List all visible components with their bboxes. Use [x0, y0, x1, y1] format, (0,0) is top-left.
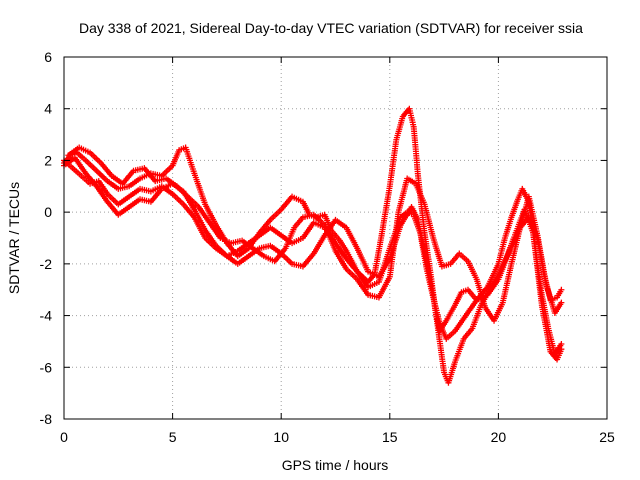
x-tick-label: 25 [599, 429, 615, 445]
y-tick-label: 2 [44, 152, 52, 168]
x-tick-label: 10 [273, 429, 289, 445]
y-tick-label: -4 [40, 308, 53, 324]
y-tick-label: -2 [40, 256, 53, 272]
y-tick-label: 4 [44, 101, 52, 117]
plus-markers [61, 105, 565, 358]
y-tick-label: 6 [44, 49, 52, 65]
x-tick-label: 15 [382, 429, 398, 445]
y-tick-label: -8 [40, 411, 53, 427]
x-axis-label: GPS time / hours [282, 457, 389, 473]
y-tick-label: -6 [40, 359, 53, 375]
y-tick-label: 0 [44, 204, 52, 220]
axis-ticks [63, 56, 608, 420]
plus-markers [65, 144, 565, 324]
x-tick-label: 0 [60, 429, 68, 445]
series-1 [61, 105, 565, 358]
y-axis-label: SDTVAR / TECUs [6, 182, 22, 294]
x-tick-label: 20 [491, 429, 507, 445]
chart-title: Day 338 of 2021, Sidereal Day-to-day VTE… [79, 20, 583, 36]
x-tick-label: 5 [169, 429, 177, 445]
plot-frame [63, 56, 608, 420]
y-tick-labels: -8 -6 -4 -2 0 2 4 6 [40, 49, 53, 427]
data-marks [61, 105, 565, 386]
x-tick-labels: 0 5 10 15 20 25 [60, 429, 615, 445]
series-4 [65, 144, 565, 324]
